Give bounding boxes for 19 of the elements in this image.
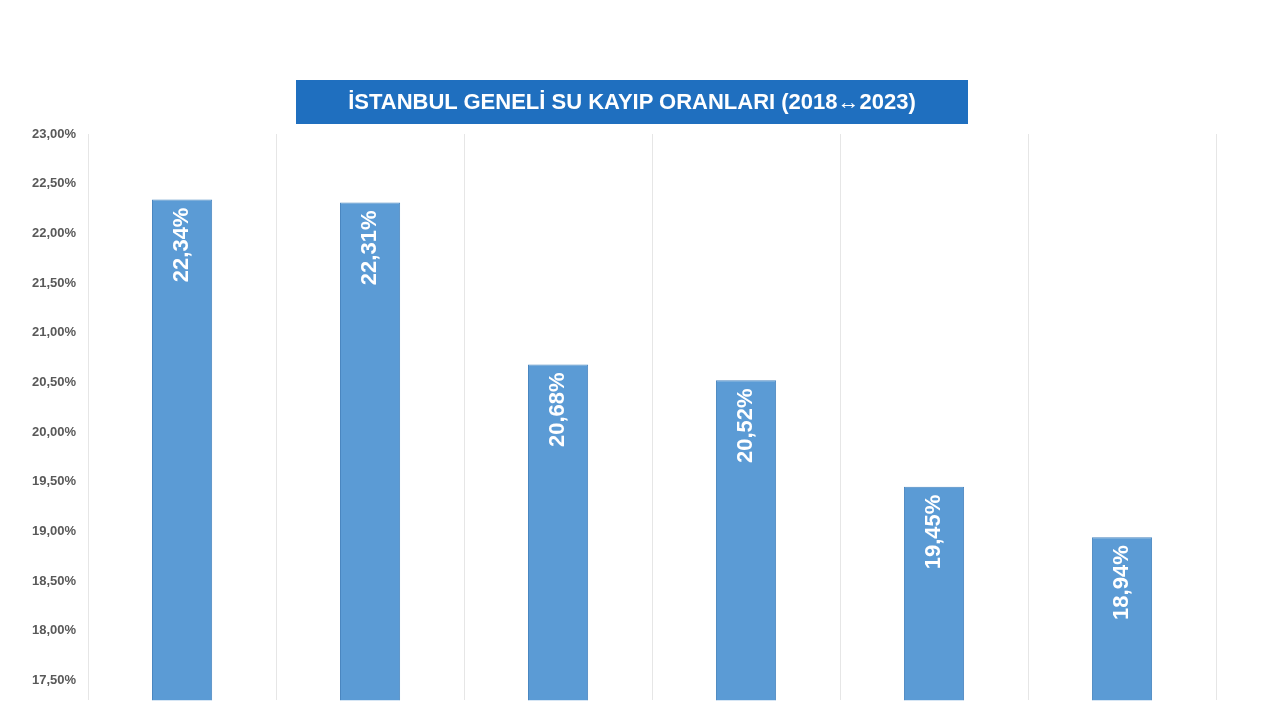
y-tick-label: 21,00% — [32, 324, 77, 340]
y-tick-label: 19,00% — [32, 522, 77, 538]
y-tick-label: 21,50% — [32, 274, 77, 290]
data-label: 22,31% — [356, 210, 382, 286]
y-tick-label: 20,00% — [32, 423, 77, 439]
chart-title: İSTANBUL GENELİ SU KAYIP ORANLARI (2018↔2023) — [296, 80, 968, 124]
y-tick-label: 18,00% — [32, 622, 77, 638]
y-tick-label: 20,50% — [32, 373, 77, 389]
data-label: 22,34% — [168, 207, 194, 283]
data-label: 20,68% — [544, 372, 570, 448]
y-tick-label: 23,00% — [32, 125, 77, 141]
data-label: 20,52% — [732, 388, 758, 463]
data-label: 18,94% — [1108, 545, 1134, 620]
data-label: 19,45% — [920, 494, 946, 570]
y-tick-label: 22,00% — [32, 224, 77, 240]
y-tick-label: 19,50% — [32, 473, 77, 489]
y-tick-label: 22,50% — [32, 175, 77, 191]
y-tick-label: 17,50% — [32, 671, 77, 687]
y-tick-label: 18,50% — [32, 572, 77, 588]
